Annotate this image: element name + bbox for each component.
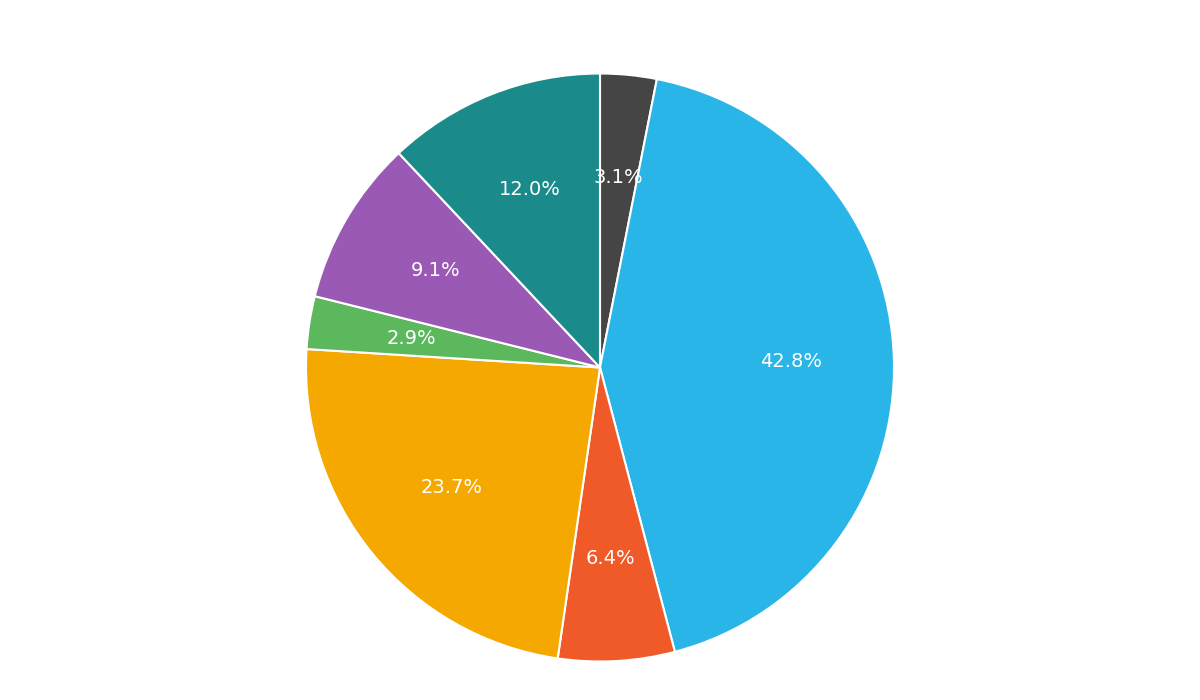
Text: 23.7%: 23.7% [421,478,482,498]
Wedge shape [558,368,674,662]
Wedge shape [600,74,656,368]
Text: 42.8%: 42.8% [760,352,822,371]
Wedge shape [314,153,600,368]
Text: 3.1%: 3.1% [594,168,643,187]
Text: 9.1%: 9.1% [410,261,460,280]
Text: 6.4%: 6.4% [586,549,636,568]
Text: 2.9%: 2.9% [386,329,436,348]
Wedge shape [306,349,600,659]
Wedge shape [398,74,600,368]
Text: 12.0%: 12.0% [499,181,560,199]
Wedge shape [306,296,600,368]
Wedge shape [600,79,894,652]
